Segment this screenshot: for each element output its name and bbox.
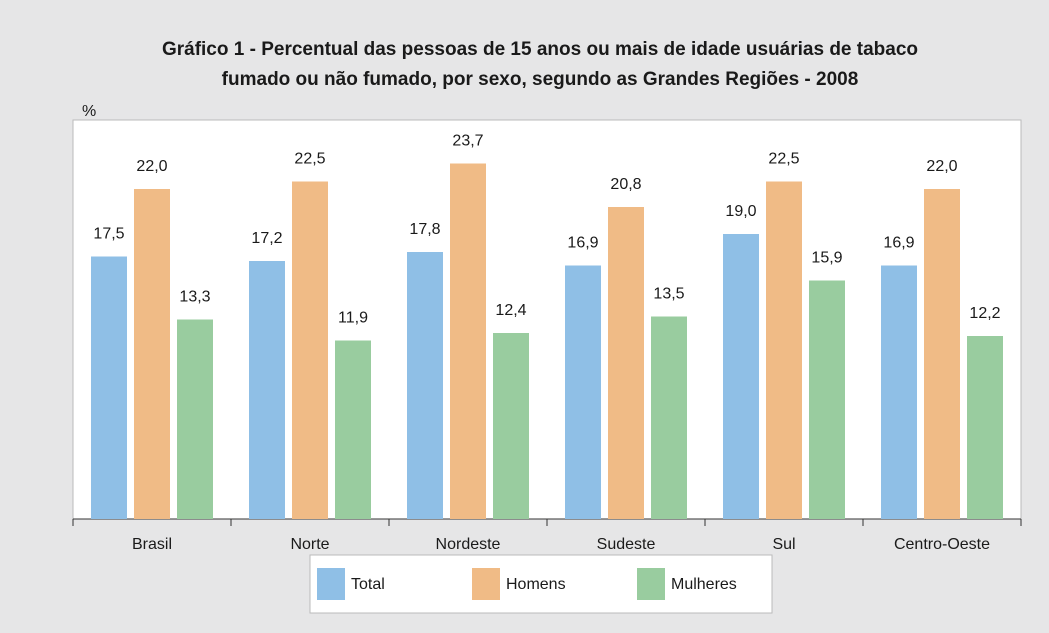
bar xyxy=(493,333,529,519)
bar xyxy=(924,189,960,519)
x-tick-label: Centro-Oeste xyxy=(894,536,990,553)
bar xyxy=(249,261,285,519)
data-label: 12,4 xyxy=(495,302,526,319)
x-tick-label: Norte xyxy=(290,536,329,553)
legend xyxy=(309,554,773,614)
bar xyxy=(177,319,213,519)
bar xyxy=(292,181,328,519)
x-tick-label: Sudeste xyxy=(597,536,656,553)
data-label: 22,0 xyxy=(136,158,167,175)
x-tick-label: Brasil xyxy=(132,536,172,553)
bar xyxy=(91,256,127,519)
bar xyxy=(608,207,644,519)
legend-swatch xyxy=(637,568,665,600)
bar xyxy=(967,336,1003,519)
data-label: 22,5 xyxy=(768,151,799,168)
data-label: 12,2 xyxy=(969,305,1000,322)
legend-label: Homens xyxy=(506,576,566,593)
bar xyxy=(881,265,917,519)
legend-swatch xyxy=(472,568,500,600)
data-label: 16,9 xyxy=(883,235,914,252)
data-label: 19,0 xyxy=(725,203,756,220)
data-label: 13,3 xyxy=(179,289,210,306)
plot-area xyxy=(72,119,1022,520)
bar xyxy=(134,189,170,519)
data-label: 15,9 xyxy=(811,250,842,267)
bar xyxy=(723,234,759,519)
data-label: 22,0 xyxy=(926,158,957,175)
x-tick-label: Nordeste xyxy=(436,536,501,553)
bar xyxy=(450,163,486,519)
legend-label: Mulheres xyxy=(671,576,737,593)
data-label: 11,9 xyxy=(338,310,368,327)
data-label: 17,8 xyxy=(409,221,440,238)
x-tick-label: Sul xyxy=(772,536,795,553)
data-label: 22,5 xyxy=(294,151,325,168)
chart-title: fumado ou não fumado, por sexo, segundo … xyxy=(222,69,859,90)
chart-title: Gráfico 1 - Percentual das pessoas de 15… xyxy=(162,39,918,60)
data-label: 20,8 xyxy=(610,176,641,193)
legend-label: Total xyxy=(351,576,385,593)
data-label: 17,2 xyxy=(251,230,282,247)
bar xyxy=(651,316,687,519)
y-axis-label: % xyxy=(82,103,96,120)
bar xyxy=(335,340,371,519)
bar xyxy=(565,265,601,519)
bar xyxy=(407,252,443,519)
data-label: 16,9 xyxy=(567,235,598,252)
data-label: 23,7 xyxy=(452,133,483,150)
data-label: 13,5 xyxy=(653,286,684,303)
bar xyxy=(809,280,845,519)
bar xyxy=(766,181,802,519)
legend-swatch xyxy=(317,568,345,600)
data-label: 17,5 xyxy=(93,226,124,243)
